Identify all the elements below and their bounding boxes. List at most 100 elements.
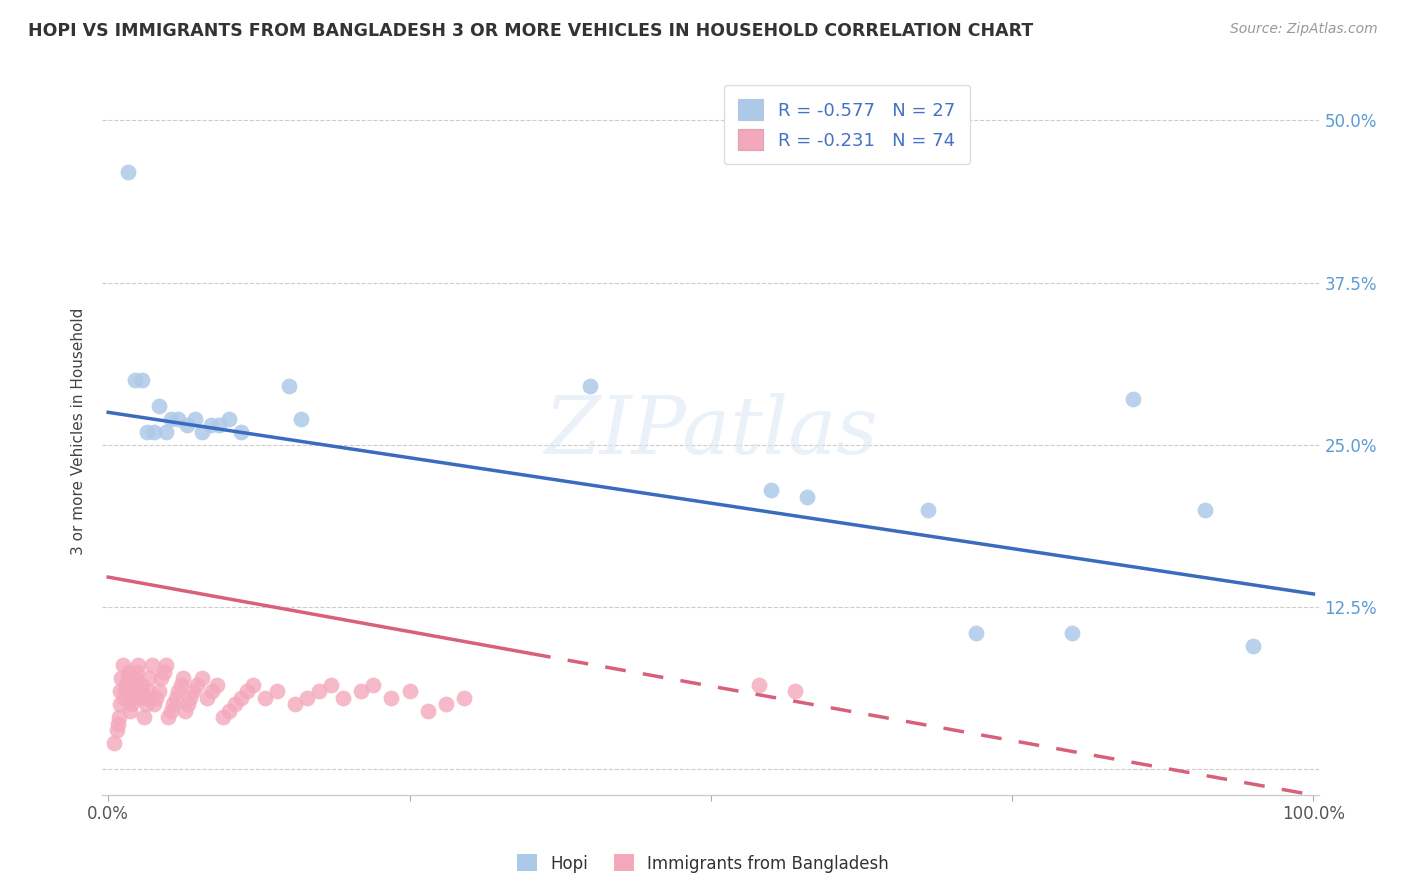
Point bbox=[218, 412, 240, 426]
Point bbox=[120, 698, 142, 712]
Point bbox=[350, 684, 373, 698]
Point bbox=[1122, 392, 1144, 407]
Point bbox=[416, 704, 439, 718]
Point bbox=[135, 690, 157, 705]
Point bbox=[290, 412, 312, 426]
Point bbox=[131, 678, 153, 692]
Point bbox=[143, 698, 166, 712]
Point bbox=[160, 704, 183, 718]
Point bbox=[107, 716, 129, 731]
Point bbox=[105, 723, 128, 738]
Point bbox=[184, 412, 207, 426]
Point bbox=[179, 690, 201, 705]
Point bbox=[103, 736, 125, 750]
Point bbox=[117, 671, 139, 685]
Point bbox=[236, 684, 259, 698]
Point bbox=[148, 399, 170, 413]
Point bbox=[205, 678, 228, 692]
Point bbox=[167, 684, 190, 698]
Point bbox=[186, 678, 208, 692]
Point bbox=[128, 690, 150, 705]
Point bbox=[129, 684, 152, 698]
Point bbox=[127, 658, 149, 673]
Legend: R = -0.577   N = 27, R = -0.231   N = 74: R = -0.577 N = 27, R = -0.231 N = 74 bbox=[724, 85, 970, 164]
Point bbox=[110, 671, 132, 685]
Point bbox=[112, 690, 135, 705]
Point bbox=[191, 425, 214, 439]
Point bbox=[208, 418, 231, 433]
Point bbox=[229, 690, 252, 705]
Point bbox=[363, 678, 385, 692]
Point bbox=[108, 710, 131, 724]
Point bbox=[332, 690, 354, 705]
Point bbox=[136, 684, 159, 698]
Point bbox=[165, 690, 187, 705]
Point bbox=[759, 483, 782, 498]
Point bbox=[174, 704, 197, 718]
Point bbox=[152, 665, 174, 679]
Point bbox=[295, 690, 318, 705]
Point bbox=[579, 379, 602, 393]
Point bbox=[145, 690, 167, 705]
Point bbox=[131, 373, 153, 387]
Point bbox=[111, 658, 134, 673]
Point bbox=[253, 690, 276, 705]
Point bbox=[1241, 639, 1264, 653]
Point bbox=[278, 379, 301, 393]
Point bbox=[155, 425, 177, 439]
Point bbox=[453, 690, 475, 705]
Point bbox=[114, 684, 136, 698]
Point bbox=[155, 658, 177, 673]
Point bbox=[308, 684, 330, 698]
Point bbox=[177, 698, 200, 712]
Point bbox=[143, 425, 166, 439]
Point bbox=[160, 412, 183, 426]
Point bbox=[242, 678, 264, 692]
Point bbox=[125, 671, 148, 685]
Point bbox=[172, 671, 194, 685]
Point bbox=[124, 678, 146, 692]
Point bbox=[181, 684, 204, 698]
Point bbox=[134, 710, 156, 724]
Point bbox=[117, 165, 139, 179]
Legend: Hopi, Immigrants from Bangladesh: Hopi, Immigrants from Bangladesh bbox=[510, 847, 896, 880]
Point bbox=[124, 373, 146, 387]
Text: HOPI VS IMMIGRANTS FROM BANGLADESH 3 OR MORE VEHICLES IN HOUSEHOLD CORRELATION C: HOPI VS IMMIGRANTS FROM BANGLADESH 3 OR … bbox=[28, 22, 1033, 40]
Point bbox=[195, 690, 218, 705]
Point bbox=[191, 671, 214, 685]
Point bbox=[1062, 626, 1084, 640]
Point bbox=[380, 690, 402, 705]
Point bbox=[917, 502, 939, 516]
Point bbox=[138, 671, 160, 685]
Text: Source: ZipAtlas.com: Source: ZipAtlas.com bbox=[1230, 22, 1378, 37]
Point bbox=[115, 678, 138, 692]
Point bbox=[200, 418, 222, 433]
Text: ZIPatlas: ZIPatlas bbox=[544, 393, 877, 471]
Point bbox=[224, 698, 246, 712]
Point bbox=[150, 671, 173, 685]
Point bbox=[201, 684, 224, 698]
Point bbox=[169, 678, 191, 692]
Point bbox=[266, 684, 288, 698]
Point bbox=[122, 684, 145, 698]
Point bbox=[135, 698, 157, 712]
Point bbox=[135, 425, 157, 439]
Point bbox=[162, 698, 184, 712]
Point bbox=[110, 684, 132, 698]
Point bbox=[398, 684, 420, 698]
Point bbox=[748, 678, 770, 692]
Point bbox=[148, 684, 170, 698]
Point bbox=[118, 704, 141, 718]
Point bbox=[284, 698, 307, 712]
Point bbox=[127, 665, 149, 679]
Point bbox=[121, 690, 143, 705]
Point bbox=[141, 658, 163, 673]
Point bbox=[965, 626, 987, 640]
Point bbox=[434, 698, 457, 712]
Point bbox=[796, 490, 818, 504]
Point bbox=[167, 412, 190, 426]
Point bbox=[211, 710, 233, 724]
Point bbox=[229, 425, 252, 439]
Point bbox=[176, 418, 198, 433]
Point bbox=[157, 710, 180, 724]
